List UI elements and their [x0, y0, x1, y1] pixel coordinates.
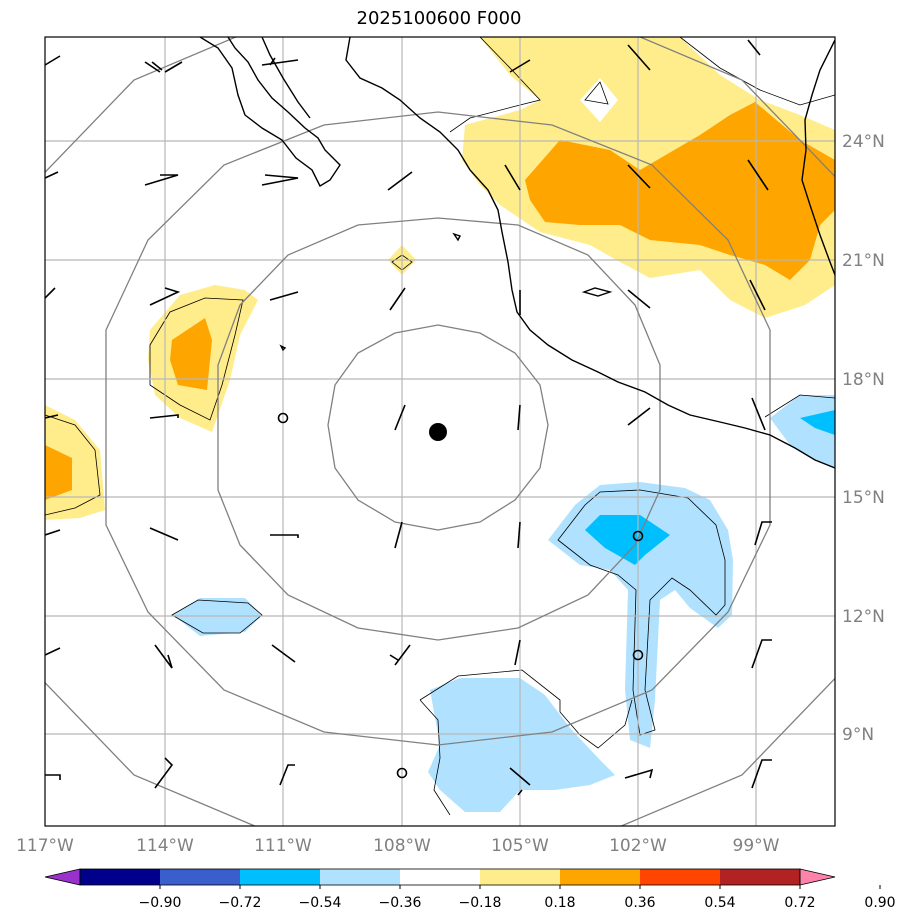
colorbar-extend-high [799, 868, 836, 886]
colorbar-tick-label: −0.36 [379, 895, 422, 911]
lon-label: 99°W [733, 836, 780, 856]
lon-label: 102°W [609, 836, 667, 856]
colorbar-tick-label: −0.54 [299, 895, 342, 911]
lat-label: 12°N [842, 607, 885, 627]
positive-anomaly-strong-fill [45, 102, 835, 500]
lon-label: 111°W [254, 836, 312, 856]
colorbar-segment [720, 869, 800, 885]
colorbar-tick-label: 0.90 [864, 895, 895, 911]
negative-anomaly-fill [173, 395, 835, 812]
colorbar-segments [80, 869, 800, 885]
calm-marker [277, 412, 289, 424]
latitude-labels: 24°N 21°N 18°N 15°N 12°N 9°N [842, 132, 885, 745]
colorbar-extend-low [44, 868, 81, 886]
map-plot-area [45, 37, 835, 826]
colorbar-segment [160, 869, 240, 885]
lon-label: 117°W [16, 836, 74, 856]
colorbar-tick-label: 0.36 [624, 895, 655, 911]
calm-markers [277, 412, 644, 779]
lon-label: 114°W [136, 836, 194, 856]
positive-anomaly-fill [45, 37, 835, 520]
coastline [199, 37, 835, 469]
colorbar-segment [400, 869, 480, 885]
range-rings [45, 37, 835, 826]
negative-anomaly-strong-fill [585, 410, 835, 565]
lon-label: 108°W [373, 836, 431, 856]
colorbar-segment [240, 869, 320, 885]
map-title: 2025100600 F000 [356, 8, 522, 29]
colorbar-tick-label: −0.90 [139, 895, 182, 911]
colorbar-segment [480, 869, 560, 885]
lat-label: 18°N [842, 370, 885, 390]
colorbar-frame [79, 868, 801, 886]
colorbar-tick-label: 0.72 [784, 895, 815, 911]
lon-label: 105°W [491, 836, 549, 856]
lat-label: 24°N [842, 132, 885, 152]
colorbar-tick-label: −0.18 [459, 895, 502, 911]
wind-barbs [45, 39, 772, 796]
map-frame [44, 36, 836, 827]
lat-label: 9°N [842, 725, 874, 745]
calm-marker [396, 767, 408, 779]
colorbar-tick-label: 0.54 [704, 895, 735, 911]
colorbar-segment [320, 869, 400, 885]
storm-center-marker [429, 423, 447, 441]
lat-label: 21°N [842, 251, 885, 271]
calm-marker [632, 649, 644, 661]
colorbar-segment [80, 869, 160, 885]
longitude-labels: 117°W 114°W 111°W 108°W 105°W 102°W 99°W [16, 836, 780, 856]
colorbar-ticks: −0.90 −0.72 −0.54 −0.36 −0.18 0.18 0.36 0.54 0.7… [139, 885, 896, 911]
colorbar-segment [560, 869, 640, 885]
colorbar-tick-label: −0.72 [219, 895, 262, 911]
colorbar-segment [640, 869, 720, 885]
anomaly-contours [45, 37, 835, 816]
calm-marker [632, 530, 644, 542]
lat-label: 15°N [842, 488, 885, 508]
graticule [45, 37, 835, 826]
colorbar-tick-label: 0.18 [544, 895, 575, 911]
colorbar: −0.90 −0.72 −0.54 −0.36 −0.18 0.18 0.36 0.54 0.7… [44, 868, 896, 911]
